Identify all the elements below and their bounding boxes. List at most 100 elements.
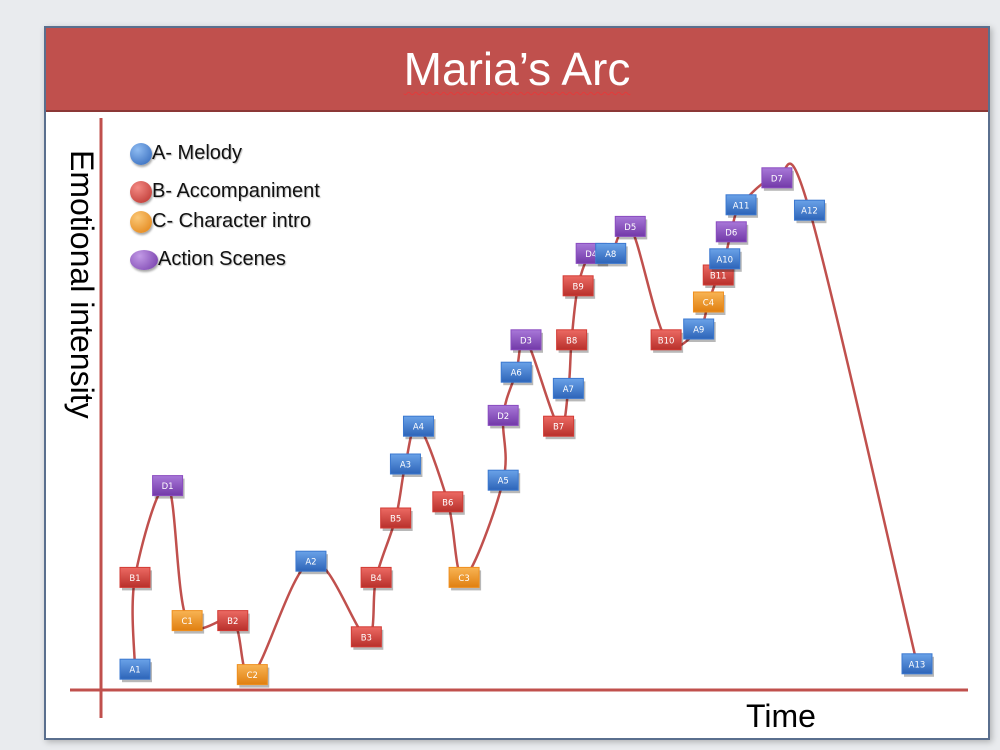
legend-label: B- Accompaniment [152, 180, 320, 202]
marker-label: A3 [400, 461, 411, 471]
legend-label: Action Scenes [158, 248, 286, 270]
marker-a1: A1 [119, 658, 152, 683]
legend-label: A- Melody [152, 142, 243, 164]
marker-b10: B10 [650, 329, 684, 353]
marker-label: B5 [390, 515, 401, 525]
marker-label: C1 [181, 617, 192, 627]
marker-box [650, 329, 682, 351]
marker-a12: A12 [793, 199, 827, 224]
marker-box [119, 566, 151, 588]
marker-box [402, 415, 434, 437]
marker-label: B3 [361, 633, 372, 643]
marker-box [360, 566, 392, 588]
marker-a10: A10 [709, 248, 742, 272]
marker-label: B8 [566, 336, 577, 346]
marker-box [380, 507, 412, 529]
marker-a5: A5 [487, 469, 521, 494]
marker-box [552, 377, 584, 399]
marker-d1: D1 [152, 475, 185, 499]
marker-label: D3 [520, 336, 532, 346]
marker-label: C3 [458, 574, 469, 584]
legend-item-accompaniment: B- Accompaniment [130, 180, 320, 203]
title-bar: Maria’s Arc [46, 28, 988, 112]
marker-label: B9 [573, 282, 584, 292]
marker-a9: A9 [683, 318, 716, 342]
marker-box [715, 221, 747, 243]
x-axis-label: Time [746, 698, 816, 734]
legend-label: C- Character intro [152, 210, 311, 232]
marker-box [152, 475, 184, 497]
marker-label: A7 [563, 385, 574, 395]
marker-label: D2 [497, 412, 509, 422]
marker-label: D5 [624, 223, 636, 233]
marker-box [901, 653, 933, 675]
marker-b7: B7 [543, 415, 576, 440]
marker-box [217, 610, 249, 632]
marker-label: A6 [511, 369, 522, 379]
marker-box [595, 242, 627, 264]
marker-label: B6 [442, 498, 453, 508]
marker-box [389, 453, 421, 475]
marker-b4: B4 [360, 566, 394, 591]
marker-label: C4 [703, 299, 714, 309]
series-layer [131, 162, 919, 677]
marker-label: C2 [247, 671, 258, 681]
series-line [131, 162, 919, 677]
legend-marker-action-scenes [130, 249, 158, 270]
marker-box [761, 167, 793, 189]
marker-box [350, 626, 382, 648]
marker-label: B2 [227, 617, 238, 627]
marker-box [295, 550, 327, 572]
marker-box [487, 469, 519, 491]
marker-c1: C1 [171, 610, 205, 634]
legend-item-character-intro: C- Character intro [130, 210, 311, 233]
marker-b3: B3 [350, 626, 384, 650]
marker-label: B4 [370, 574, 381, 584]
marker-label: A12 [801, 207, 818, 217]
marker-label: D7 [771, 174, 783, 184]
marker-box [793, 199, 825, 221]
marker-box [432, 491, 464, 513]
marker-layer: A1 B1 D1 C1 B2 C2 A2 B3 B4 B5 A3 A4 B6 C3 A5 D2 A6 D3 B7 A7… [119, 167, 934, 688]
marker-box [543, 415, 575, 437]
y-axis-label: Emotional intensity [64, 150, 100, 419]
marker-box [725, 194, 757, 216]
legend-marker-accompaniment [130, 180, 152, 203]
marker-label: B1 [129, 574, 140, 584]
marker-d2: D2 [487, 404, 521, 429]
marker-label: D1 [162, 482, 174, 492]
legend-item-melody: A- Melody [130, 142, 242, 165]
marker-b8: B8 [556, 329, 589, 353]
marker-d5: D5 [614, 215, 648, 240]
marker-d7: D7 [761, 167, 794, 191]
marker-box [562, 275, 594, 297]
marker-label: B10 [658, 336, 675, 346]
marker-label: A5 [498, 477, 509, 487]
marker-a8: A8 [595, 242, 628, 267]
marker-label: A8 [605, 250, 616, 260]
marker-label: B7 [553, 423, 564, 433]
marker-label: D4 [585, 250, 597, 260]
marker-c3: C3 [448, 566, 482, 591]
marker-box [709, 248, 741, 270]
marker-a11: A11 [725, 194, 759, 218]
marker-box [236, 664, 268, 686]
marker-label: D6 [725, 228, 737, 238]
marker-a7: A7 [552, 377, 586, 402]
marker-box [487, 404, 519, 426]
marker-a13: A13 [901, 653, 934, 677]
marker-c2: C2 [236, 664, 270, 688]
legend-marker-character-intro [130, 210, 152, 233]
marker-b9: B9 [562, 275, 596, 299]
marker-box [683, 318, 715, 340]
marker-a2: A2 [295, 550, 328, 575]
marker-box [119, 658, 151, 680]
marker-label: A9 [693, 326, 704, 336]
marker-label: A13 [909, 660, 926, 670]
marker-label: A11 [733, 201, 750, 211]
marker-label: A2 [305, 558, 316, 568]
marker-b2: B2 [217, 610, 250, 634]
marker-label: A1 [129, 666, 140, 676]
legend-item-action-scenes: Action Scenes [130, 248, 286, 271]
